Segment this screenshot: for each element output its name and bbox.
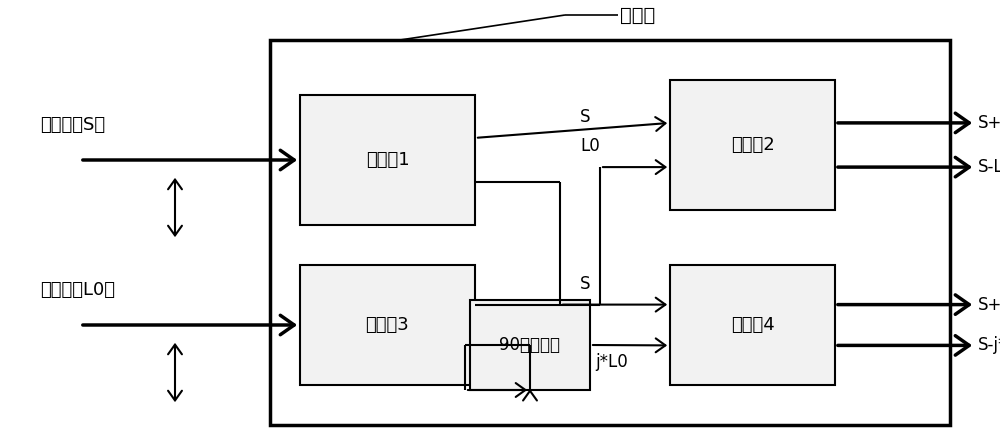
Text: S-L0: S-L0 <box>978 158 1000 176</box>
Text: 分光刨3: 分光刨3 <box>366 316 409 334</box>
Text: j*L0: j*L0 <box>595 353 628 371</box>
Bar <box>470 300 590 390</box>
Text: 分光刨1: 分光刨1 <box>366 151 409 169</box>
Text: S+L0: S+L0 <box>978 114 1000 132</box>
Text: S: S <box>580 275 590 292</box>
Text: 90度移相器: 90度移相器 <box>500 336 560 354</box>
Bar <box>300 95 475 225</box>
Text: S+j*L0: S+j*L0 <box>978 295 1000 314</box>
Bar <box>270 40 950 425</box>
Text: S: S <box>580 108 590 126</box>
Text: 分光刨2: 分光刨2 <box>731 136 774 154</box>
Text: 混频器: 混频器 <box>620 5 655 25</box>
Text: S-j*L0: S-j*L0 <box>978 336 1000 355</box>
Text: 本振光（L0）: 本振光（L0） <box>40 281 115 299</box>
Text: L0: L0 <box>580 137 600 155</box>
Text: 信号光（S）: 信号光（S） <box>40 116 105 134</box>
Bar <box>670 265 835 385</box>
Bar <box>670 80 835 210</box>
Bar <box>300 265 475 385</box>
Text: 分光刨4: 分光刨4 <box>731 316 774 334</box>
